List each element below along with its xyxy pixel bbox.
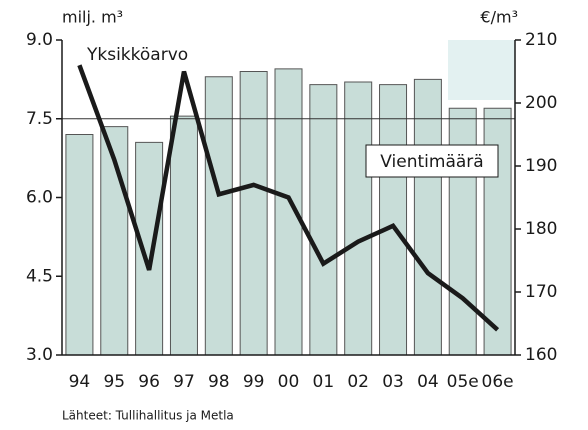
y2-tick-label: 180 (525, 219, 557, 239)
y-axis-label: milj. m³ (62, 8, 123, 27)
y2-tick-label: 210 (525, 30, 557, 50)
bar (204, 76, 233, 356)
series-label: Yksikköarvo (86, 45, 188, 65)
bar (379, 84, 408, 356)
y-tick-label: 9.0 (26, 30, 53, 50)
series-label: Vientimäärä (380, 152, 483, 172)
y-tick-label: 7.5 (26, 109, 53, 129)
x-tick-label: 96 (138, 372, 160, 392)
bar (239, 71, 268, 356)
bar (135, 141, 164, 356)
y2-tick-label: 200 (525, 93, 557, 113)
x-tick-label: 00 (278, 372, 300, 392)
bar (169, 115, 198, 356)
y2-tick-label: 190 (525, 156, 557, 176)
x-tick-label: 06e (482, 372, 514, 392)
x-tick-label: 94 (69, 372, 91, 392)
x-tick-label: 95 (103, 372, 125, 392)
x-tick-label: 97 (173, 372, 195, 392)
y2-tick-label: 170 (525, 282, 557, 302)
x-tick-label: 03 (382, 372, 404, 392)
series-label-box (365, 144, 499, 178)
y-tick-label: 6.0 (26, 188, 53, 208)
bar (65, 134, 94, 356)
y2-axis-label: €/m³ (480, 8, 518, 27)
x-tick-label: 02 (347, 372, 369, 392)
y2-tick-label: 160 (525, 345, 557, 365)
source-note: Lähteet: Tullihallitus ja Metla (62, 409, 234, 423)
x-tick-label: 99 (243, 372, 265, 392)
y-tick-label: 4.5 (26, 266, 53, 286)
x-tick-label: 98 (208, 372, 230, 392)
y-tick-label: 3.0 (26, 345, 53, 365)
x-tick-label: 05e (447, 372, 479, 392)
bar (344, 81, 373, 356)
line-series (77, 64, 500, 332)
bar (413, 78, 442, 356)
x-tick-label: 04 (417, 372, 439, 392)
x-tick-label: 01 (313, 372, 335, 392)
bar (309, 84, 338, 356)
forecast-shade (448, 40, 515, 100)
